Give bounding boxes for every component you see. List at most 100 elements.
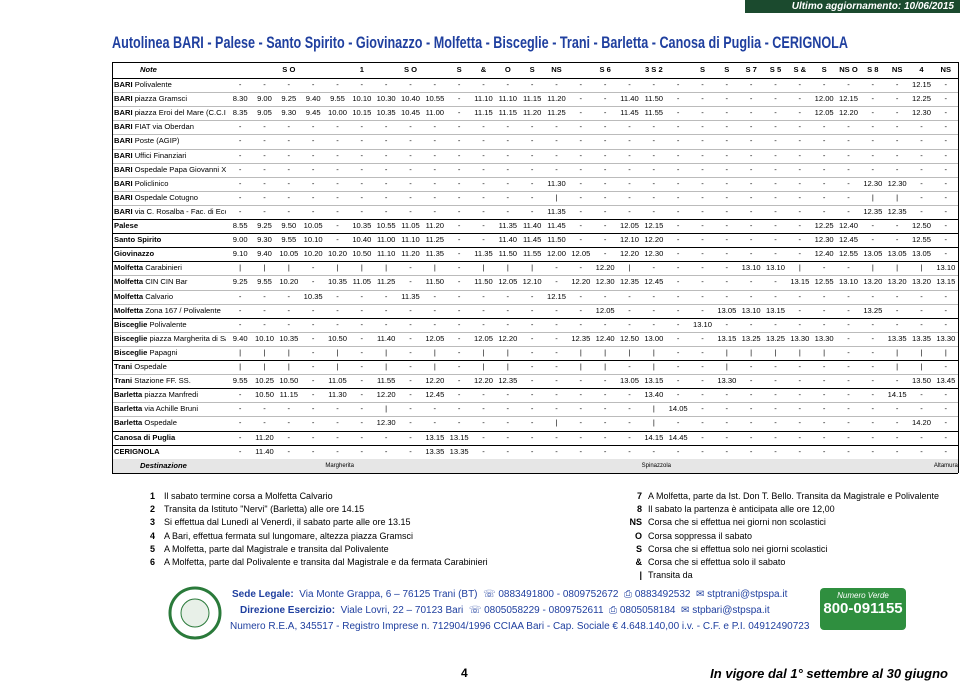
time-cell: - [409,150,412,160]
time-cell: - [238,192,242,202]
time-cell: 13.15 [765,305,785,315]
time-cell: - [457,235,461,245]
time-cell: 13.50 [911,376,931,386]
header-cell: S 7 [745,65,757,74]
time-cell: 9.25 [281,94,297,104]
time-cell: - [360,291,364,301]
time-cell: - [336,164,339,174]
time-cell: - [530,347,534,357]
header-cell: S 5 [769,65,782,74]
office-label: Direzione Esercizio: [240,605,336,616]
time-cell: - [628,192,631,202]
time-cell: - [871,94,875,104]
time-cell: | [287,362,290,371]
destination-bg [112,458,958,473]
time-cell: - [555,122,558,132]
time-cell: 12.20 [571,277,591,287]
time-cell: - [287,291,291,301]
time-cell: - [409,319,412,329]
stop-city: Bisceglie [114,347,148,357]
stop-place: Polivalente [149,319,187,329]
row-border [112,219,958,220]
time-cell: 10.05 [279,249,299,259]
time-cell: - [676,305,680,315]
time-cell: - [506,291,510,301]
time-cell: - [774,404,777,414]
time-cell: - [676,136,680,146]
time-cell: - [920,192,923,202]
time-cell: - [506,206,510,216]
note-key: 8 [636,504,642,515]
time-cell: - [287,319,291,329]
time-cell: - [287,404,291,414]
time-cell: - [360,80,364,89]
time-cell: - [603,136,607,146]
time-cell: 10.50 [279,376,299,386]
time-cell: - [895,376,899,386]
time-cell: 8.30 [232,94,248,104]
time-cell: - [336,404,339,414]
time-cell: - [603,291,607,301]
time-cell: - [774,291,777,301]
time-cell: 13.25 [863,305,883,315]
time-cell: - [530,80,534,89]
time-cell: 9.25 [257,221,272,230]
time-cell: - [798,235,802,245]
time-cell: | [579,347,582,357]
time-cell: 13.15 [644,376,664,386]
time-cell: - [652,263,656,273]
time-cell: - [628,319,631,329]
time-cell: - [725,390,729,400]
time-cell: 12.15 [546,291,566,301]
time-cell: - [482,404,485,414]
time-cell: - [920,164,923,174]
time-cell: - [311,347,315,357]
time-cell: - [774,319,777,329]
time-cell: - [725,319,729,329]
time-cell: - [555,136,558,146]
time-cell: 13.30 [814,333,834,343]
time-cell: - [433,150,437,160]
time-cell: - [944,80,948,89]
time-cell: - [944,418,948,428]
time-cell: - [725,263,729,273]
time-cell: 12.30 [814,235,834,245]
time-cell: 12.30 [863,178,883,188]
row-border [112,92,958,94]
note: 1 Il sabato termine corsa a Molfetta Calv… [150,491,333,501]
time-cell: - [676,206,680,216]
note: 4 A Bari, effettua fermata sul lungomare,… [150,531,413,541]
time-cell: - [944,446,948,456]
time-cell: - [311,333,315,343]
time-cell: - [822,122,826,132]
time-cell: - [871,319,875,329]
note-text: Corsa che si effettua nei giorni non sco… [648,517,826,528]
time-cell: 12.25 [911,94,931,104]
time-cell: - [433,192,437,202]
time-cell: - [725,291,729,301]
time-cell: 10.00 [327,108,347,118]
stop-city: Canosa di Puglia [114,432,176,442]
time-cell: - [336,235,339,245]
time-cell: | [555,418,558,428]
time-cell: 13.10 [765,263,785,273]
time-cell: 11.40 [376,333,396,343]
stop-city: Barletta [114,418,143,428]
note: & Corsa che si effettua solo il sabato [620,557,786,567]
time-cell: - [725,249,729,259]
toll-free-box: Numero Verde 800-091155 [820,588,906,630]
time-cell: 13.35 [911,333,931,343]
time-cell: - [603,221,607,230]
time-cell: - [360,305,364,315]
time-cell: - [676,221,680,230]
time-cell: - [822,178,826,188]
time-cell: - [311,446,315,456]
time-cell: 10.35 [303,291,323,301]
row-border [112,317,958,319]
time-cell: - [798,178,802,188]
time-cell: | [287,347,290,357]
legal-label: Sede Legale: [232,589,294,600]
time-cell: 12.20 [425,376,445,386]
time-cell: 11.50 [425,277,445,287]
time-cell: 12.10 [522,277,542,287]
